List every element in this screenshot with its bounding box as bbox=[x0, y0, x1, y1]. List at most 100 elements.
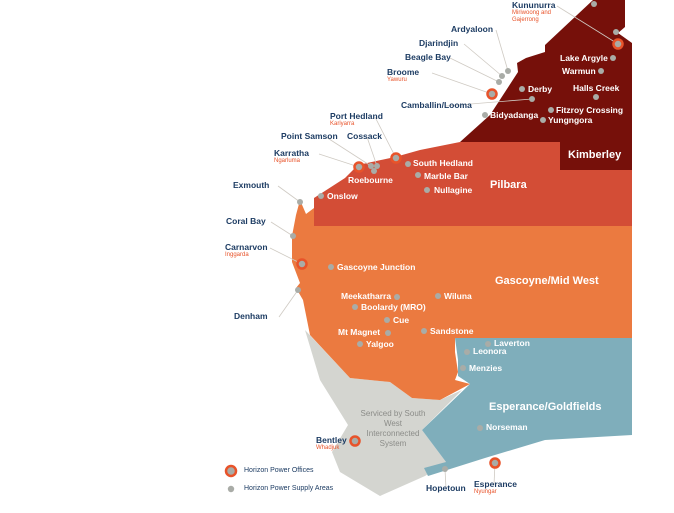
place-name: Camballin/Looma bbox=[401, 100, 472, 110]
office-marker-kununurra bbox=[612, 38, 624, 50]
supply-marker-gascoyne-junction bbox=[328, 264, 334, 270]
supply-marker-djarindjin bbox=[499, 73, 505, 79]
place-name: Meekatharra bbox=[341, 291, 392, 301]
place-name: Cue bbox=[393, 315, 410, 325]
region-label-pilbara: Pilbara bbox=[490, 179, 527, 191]
place-name: Yalgoo bbox=[366, 339, 394, 349]
place-label-warmun: Warmun bbox=[562, 67, 596, 76]
office-marker-esperance bbox=[489, 457, 501, 469]
place-name: Lake Argyle bbox=[560, 53, 608, 63]
traditional-owners-label: Ngarluma bbox=[274, 158, 301, 164]
place-label-point-samson: Point Samson bbox=[281, 132, 338, 141]
traditional-owners-label: Whadjuk bbox=[316, 445, 340, 451]
place-label-wiluna: Wiluna bbox=[444, 292, 472, 301]
place-label-south-hedland: South Hedland bbox=[413, 159, 473, 168]
place-label-marble-bar: Marble Bar bbox=[424, 172, 468, 181]
traditional-owners-label: Yawuru bbox=[387, 77, 407, 83]
place-label-lake-argyle: Lake Argyle bbox=[560, 54, 608, 63]
place-name: Ardyaloon bbox=[451, 24, 494, 34]
supply-marker-point-samson bbox=[368, 163, 374, 169]
place-label-halls-creek: Halls Creek bbox=[573, 84, 619, 93]
leader-line-ardyaloon bbox=[495, 29, 509, 72]
supply-marker-south-hedland bbox=[405, 161, 411, 167]
leader-line-exmouth bbox=[277, 185, 301, 203]
place-label-broome: Broome Yawuru bbox=[387, 68, 419, 84]
place-name: Laverton bbox=[494, 338, 530, 348]
place-label-fitzroy-crossing: Fitzroy Crossing bbox=[556, 106, 623, 115]
leader-line-port-hedland bbox=[374, 116, 397, 159]
supply-marker-wiluna bbox=[435, 293, 441, 299]
supply-marker-nullagine bbox=[424, 187, 430, 193]
leader-line-cossack bbox=[366, 136, 378, 167]
place-name: Coral Bay bbox=[226, 216, 266, 226]
place-name: Boolardy (MRO) bbox=[361, 302, 426, 312]
place-name: Wiluna bbox=[444, 291, 472, 301]
place-label-nullagine: Nullagine bbox=[434, 186, 472, 195]
leader-line-denham bbox=[278, 289, 299, 318]
supply-marker-yungngora bbox=[540, 117, 546, 123]
supply-marker-coral-bay bbox=[290, 233, 296, 239]
place-label-norseman: Norseman bbox=[486, 423, 528, 432]
place-label-carnarvon: Carnarvon Inggarda bbox=[225, 243, 268, 259]
place-name: Beagle Bay bbox=[405, 52, 451, 62]
leader-line-hopetoun bbox=[444, 468, 447, 490]
supply-marker-onslow bbox=[318, 193, 324, 199]
place-label-camballin-looma: Camballin/Looma bbox=[401, 101, 472, 110]
place-name: Nullagine bbox=[434, 185, 473, 195]
place-name: Bentley bbox=[316, 435, 347, 445]
place-name: Hopetoun bbox=[426, 483, 466, 493]
place-name: Marble Bar bbox=[424, 171, 468, 181]
place-label-menzies: Menzies bbox=[469, 364, 502, 373]
place-label-mt-magnet: Mt Magnet bbox=[338, 328, 380, 337]
supply-marker-norseman bbox=[477, 425, 483, 431]
place-label-roebourne: Roebourne bbox=[348, 176, 393, 185]
supply-marker-cue bbox=[384, 317, 390, 323]
traditional-owners-label: Kariyarra bbox=[330, 121, 355, 127]
place-name: Yungngora bbox=[548, 115, 593, 125]
place-label-karratha: Karratha Ngarluma bbox=[274, 149, 309, 165]
supply-marker-boolardy-mro bbox=[352, 304, 358, 310]
place-name: South Hedland bbox=[413, 158, 473, 168]
supply-marker bbox=[591, 1, 597, 7]
place-name: Warmun bbox=[562, 66, 596, 76]
place-label-yalgoo: Yalgoo bbox=[366, 340, 394, 349]
region-south-west bbox=[305, 330, 470, 496]
office-marker-bentley bbox=[349, 435, 361, 447]
supply-marker-cossack bbox=[374, 163, 380, 169]
supply-marker-meekatharra bbox=[394, 294, 400, 300]
place-label-hopetoun: Hopetoun bbox=[426, 484, 466, 493]
supply-marker-bidyadanga bbox=[482, 112, 488, 118]
place-label-denham: Denham bbox=[234, 312, 268, 321]
region-label-gascoyne-mid-west: Gascoyne/Mid West bbox=[495, 275, 599, 287]
supply-marker-sandstone bbox=[421, 328, 427, 334]
supply-marker-hopetoun bbox=[442, 466, 448, 472]
place-name: Gascoyne Junction bbox=[337, 262, 416, 272]
supply-marker-lake-argyle bbox=[610, 55, 616, 61]
place-label-cossack: Cossack bbox=[347, 132, 382, 141]
place-label-kununurra: Kununurra Miriwoong and Gajerrong bbox=[512, 1, 562, 24]
supply-marker-camballin-looma bbox=[529, 96, 535, 102]
place-label-port-hedland: Port Hedland Kariyarra bbox=[330, 112, 383, 128]
place-name: Carnarvon bbox=[225, 242, 268, 252]
region-label-kimberley: Kimberley bbox=[568, 149, 622, 161]
legend-supply-label: Horizon Power Supply Areas bbox=[244, 485, 334, 492]
supply-marker-warmun bbox=[598, 68, 604, 74]
place-label-meekatharra: Meekatharra bbox=[341, 292, 391, 301]
region-label-esperance-goldfields: Esperance/Goldfields bbox=[489, 401, 602, 413]
region-esperance-goldfields bbox=[422, 338, 632, 476]
traditional-owners-label: Miriwoong and Gajerrong bbox=[512, 10, 552, 23]
place-name: Fitzroy Crossing bbox=[556, 105, 624, 115]
south-west-note: Serviced by South West Interconnected Sy… bbox=[360, 409, 426, 448]
place-label-bentley: Bentley Whadjuk bbox=[316, 436, 347, 452]
place-label-djarindjin: Djarindjin bbox=[419, 39, 458, 48]
place-label-gascoyne-junction: Gascoyne Junction bbox=[337, 263, 415, 272]
supply-marker-yalgoo bbox=[357, 341, 363, 347]
place-label-laverton: Laverton bbox=[494, 339, 530, 348]
legend-office-icon bbox=[224, 464, 238, 478]
place-label-exmouth: Exmouth bbox=[233, 181, 269, 190]
supply-marker-denham bbox=[295, 287, 301, 293]
place-name: Cossack bbox=[347, 131, 382, 141]
legend-offices-label: Horizon Power Offices bbox=[244, 467, 314, 474]
place-label-coral-bay: Coral Bay bbox=[226, 217, 266, 226]
place-name: Exmouth bbox=[233, 180, 270, 190]
